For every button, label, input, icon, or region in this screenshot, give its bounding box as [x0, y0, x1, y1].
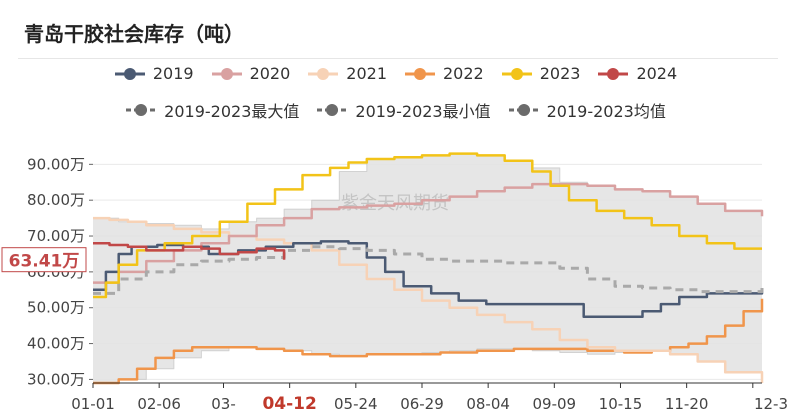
legend-marker-icon [508, 104, 539, 116]
legend-marker-icon [126, 104, 157, 116]
legend-label: 2023 [539, 64, 581, 83]
x-tick-label: 02-06 [137, 395, 181, 413]
series-layer [93, 152, 764, 385]
x-tick-label: 06-29 [400, 395, 444, 413]
legend-marker-icon [598, 67, 629, 80]
x-tick-label: 01-01 [71, 395, 115, 413]
y-tick-label: 70.00万 [27, 227, 85, 245]
legend-label: 2020 [249, 64, 291, 83]
legend-label: 2019-2023最小值 [355, 102, 491, 121]
legend-row-stats: 2019-2023最大值 2019-2023最小值 2019-2023均值 [0, 98, 790, 122]
x-tick-label-highlighted: 04-12 [262, 394, 316, 414]
series-line-2023 [93, 152, 762, 299]
series-line-2024 [93, 241, 286, 260]
legend-item-2020[interactable]: 2020 [210, 64, 291, 83]
value-label-layer: 63.41万 [1, 247, 87, 273]
y-tick-label: 40.00万 [27, 335, 85, 353]
series-line-avg [93, 245, 764, 295]
legend-marker-icon [501, 67, 532, 80]
max-min-range-band [93, 153, 762, 383]
x-tick-label: 03- [211, 395, 236, 413]
legend-row-years: 2019 2020 2021 2022 2023 2024 [0, 64, 790, 83]
legend-item-2021[interactable]: 2021 [306, 64, 387, 83]
x-tick-label: 09-09 [533, 395, 577, 413]
legend-label: 2022 [443, 64, 484, 83]
legend-item-2019[interactable]: 2019 [113, 64, 194, 83]
series-line-2019 [93, 240, 764, 318]
legend-item-max[interactable]: 2019-2023最大值 [124, 98, 299, 122]
y-tick-label: 90.00万 [27, 155, 85, 173]
x-tick-label: 08-04 [466, 395, 510, 413]
chart-title: 青岛干胶社会库存（吨） [24, 22, 244, 46]
legend-item-2024[interactable]: 2024 [596, 64, 677, 83]
legend-label: 2021 [346, 64, 387, 83]
y-tick-label: 30.00万 [27, 370, 85, 388]
series-line-2021 [93, 216, 764, 383]
series-line-2020 [93, 182, 764, 284]
x-tick-label: 11-20 [665, 395, 709, 413]
x-tick-label: 12-3 [754, 395, 788, 413]
legend-marker-icon [114, 67, 145, 80]
legend-label: 2019 [152, 64, 194, 83]
legend-label: 2019-2023最大值 [164, 102, 300, 121]
legend-label: 2019-2023均值 [546, 102, 666, 121]
current-value-label: 63.41万 [9, 252, 80, 272]
current-value-box [1, 247, 87, 273]
x-tick-label: 10-15 [599, 395, 643, 413]
series-line-2022 [93, 298, 764, 385]
legend-marker-icon [308, 67, 339, 80]
legend-item-min[interactable]: 2019-2023最小值 [315, 98, 491, 122]
y-tick-label: 50.00万 [27, 299, 85, 317]
legend-item-2023[interactable]: 2023 [500, 64, 581, 83]
title-divider [18, 58, 778, 59]
legend-label: 2024 [636, 64, 678, 83]
range-band-layer [93, 153, 762, 383]
legend-marker-icon [317, 104, 348, 116]
legend-item-2022[interactable]: 2022 [403, 64, 484, 83]
x-tick-label: 05-24 [334, 395, 378, 413]
y-tick-label: 80.00万 [27, 191, 85, 209]
legend-marker-icon [405, 67, 435, 80]
legend-item-avg[interactable]: 2019-2023均值 [507, 98, 666, 122]
legend-marker-icon [211, 67, 242, 80]
